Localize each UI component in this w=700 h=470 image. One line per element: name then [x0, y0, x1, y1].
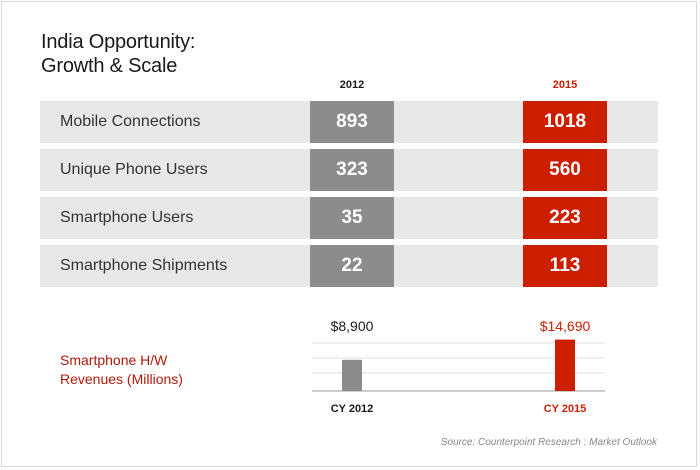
- row-label: Smartphone Shipments: [60, 257, 228, 274]
- revenue-label-line-2: Revenues (Millions): [60, 371, 183, 387]
- column-header-2015: 2015: [552, 79, 578, 91]
- table-row-smartphone-shipments: Smartphone Shipments 22 113: [40, 245, 658, 287]
- bar-cy-2015: [555, 339, 575, 391]
- chart-title: India Opportunity: Growth & Scale: [41, 30, 195, 78]
- value-2012: 323: [310, 149, 394, 191]
- value-2015: 223: [523, 197, 607, 239]
- table-row-unique-phone-users: Unique Phone Users 323 560: [40, 149, 658, 191]
- value-label-cy-2015: $14,690: [540, 318, 591, 334]
- table-row-mobile-connections: Mobile Connections 893 1018: [40, 101, 658, 143]
- revenue-axis-label: Smartphone H/W Revenues (Millions): [60, 351, 183, 389]
- value-2012: 35: [310, 197, 394, 239]
- value-2015: 1018: [523, 101, 607, 143]
- title-line-1: India Opportunity:: [41, 31, 196, 53]
- value-2015: 560: [523, 149, 607, 191]
- category-label-cy-2015: CY 2015: [544, 403, 587, 415]
- value-2015: 113: [523, 245, 607, 287]
- table-row-smartphone-users: Smartphone Users 35 223: [40, 197, 658, 239]
- value-2012: 22: [310, 245, 394, 287]
- value-label-cy-2012: $8,900: [331, 318, 374, 334]
- row-label: Unique Phone Users: [60, 161, 208, 178]
- row-label: Smartphone Users: [60, 209, 194, 226]
- value-2012: 893: [310, 101, 394, 143]
- revenue-label-line-1: Smartphone H/W: [60, 352, 168, 368]
- row-label: Mobile Connections: [60, 113, 201, 130]
- title-line-2: Growth & Scale: [41, 55, 178, 77]
- column-header-2012: 2012: [339, 79, 365, 91]
- source-note: Source: Counterpoint Research : Market O…: [440, 437, 657, 448]
- category-label-cy-2012: CY 2012: [331, 403, 374, 415]
- bar-cy-2012: [342, 359, 362, 391]
